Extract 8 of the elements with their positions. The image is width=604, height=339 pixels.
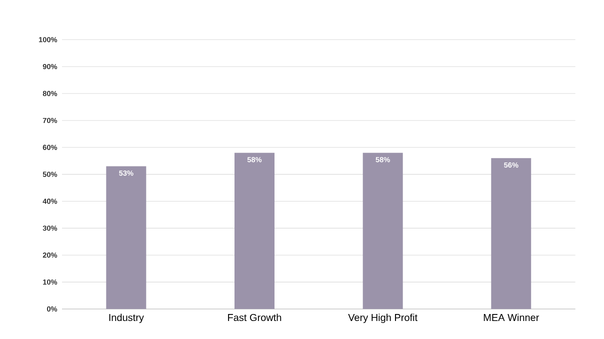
x-tick-label: MEA Winner — [484, 314, 540, 322]
bar — [491, 158, 532, 309]
bar — [362, 152, 403, 309]
x-tick-label: Industry — [109, 314, 144, 324]
bar — [234, 152, 275, 309]
bar — [106, 166, 146, 309]
x-tick-label: Fast Growth — [228, 314, 282, 322]
x-tick-label: Very High Profit — [348, 314, 418, 324]
